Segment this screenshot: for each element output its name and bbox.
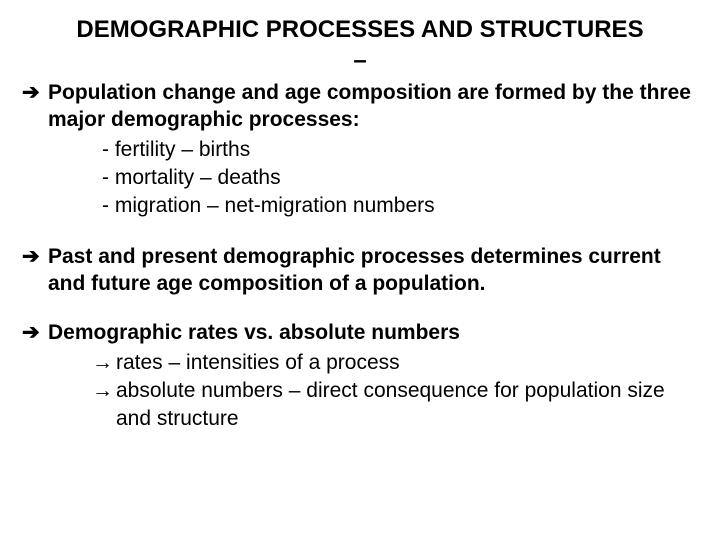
arrow-right-icon: ➔	[22, 243, 48, 270]
block-3-list: → rates – intensities of a process → abs…	[22, 349, 698, 434]
list-item: - migration – net-migration numbers	[102, 192, 698, 220]
block-1-lead: Population change and age composition ar…	[48, 79, 698, 134]
slide-title: DEMOGRAPHIC PROCESSES AND STRUCTURES	[22, 14, 698, 45]
block-3: ➔ Demographic rates vs. absolute numbers…	[22, 319, 698, 433]
list-item: - fertility – births	[102, 136, 698, 164]
arrow-right-icon: →	[92, 349, 116, 377]
slide-title-dash: –	[22, 47, 698, 75]
list-item: → rates – intensities of a process	[92, 349, 698, 377]
block-2: ➔ Past and present demographic processes…	[22, 243, 698, 298]
block-2-lead-row: ➔ Past and present demographic processes…	[22, 243, 698, 298]
block-3-lead: Demographic rates vs. absolute numbers	[48, 319, 698, 346]
block-2-lead: Past and present demographic processes d…	[48, 243, 698, 298]
arrow-right-icon: →	[92, 377, 116, 405]
block-3-lead-row: ➔ Demographic rates vs. absolute numbers	[22, 319, 698, 346]
arrow-right-icon: ➔	[22, 319, 48, 346]
block-1: ➔ Population change and age composition …	[22, 79, 698, 221]
list-item-text: absolute numbers – direct consequence fo…	[116, 377, 698, 434]
list-item: → absolute numbers – direct consequence …	[92, 377, 698, 434]
block-1-lead-row: ➔ Population change and age composition …	[22, 79, 698, 134]
block-1-list: - fertility – births - mortality – death…	[22, 136, 698, 221]
list-item: - mortality – deaths	[102, 164, 698, 192]
arrow-right-icon: ➔	[22, 79, 48, 106]
list-item-text: rates – intensities of a process	[116, 349, 698, 377]
